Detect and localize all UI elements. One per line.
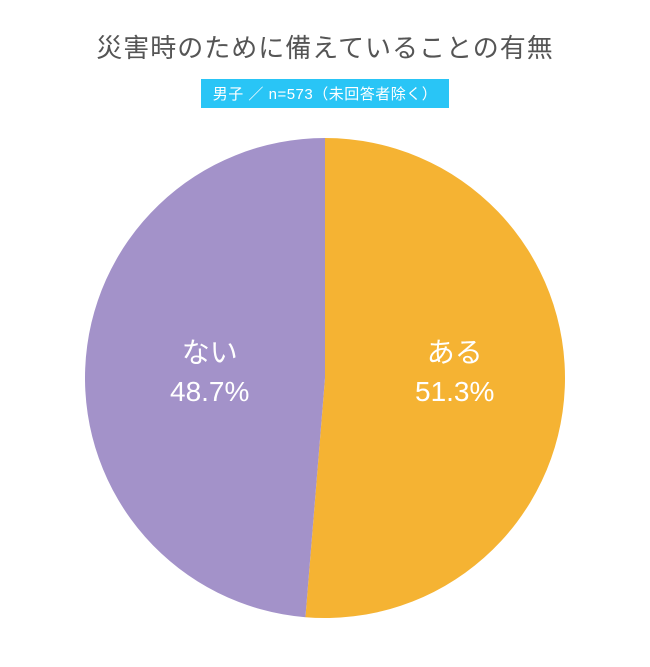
pie-chart-container: ある51.3% ない48.7% [85, 138, 565, 618]
slice-label-0: ある51.3% [415, 333, 494, 411]
slice-label-1: ない48.7% [170, 333, 249, 411]
subtitle-badge: 男子 ／ n=573（未回答者除く） [201, 79, 449, 108]
chart-title: 災害時のために備えていることの有無 [96, 28, 553, 65]
